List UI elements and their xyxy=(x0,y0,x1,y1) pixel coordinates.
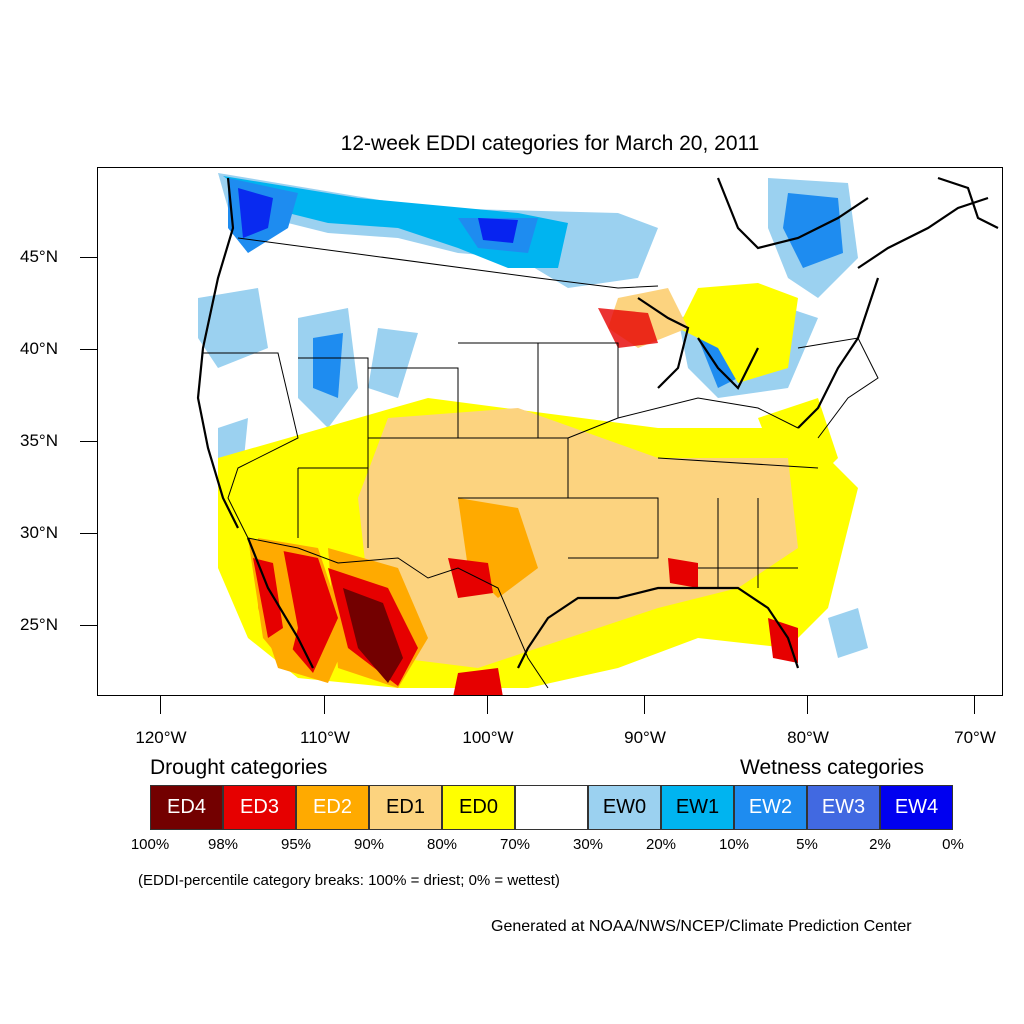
lon-tick xyxy=(324,696,325,714)
legend-box-ew3: EW3 xyxy=(807,785,880,830)
boundaries xyxy=(203,237,879,689)
percentile-label: 20% xyxy=(645,836,677,853)
lon-label-120: 120°W xyxy=(135,728,187,747)
coastlines xyxy=(196,176,999,669)
category-legend: ED4 ED3 ED2 ED1 ED0 EW0 EW1 EW2 EW3 EW4 xyxy=(150,785,953,830)
percentile-label: 95% xyxy=(280,836,312,853)
lon-label-110: 110°W xyxy=(300,728,350,747)
lon-tick xyxy=(160,696,161,714)
legend-box-ew4: EW4 xyxy=(880,785,953,830)
lat-tick xyxy=(80,533,97,534)
lat-tick xyxy=(80,441,97,442)
percentile-label: 2% xyxy=(869,836,891,853)
percentile-label: 10% xyxy=(718,836,750,853)
lon-tick xyxy=(974,696,975,714)
legend-box-ed4: ED4 xyxy=(150,785,223,830)
percentile-label: 0% xyxy=(942,836,964,853)
lon-label-70: 70°W xyxy=(954,728,996,747)
lon-label-80: 80°W xyxy=(787,728,829,747)
map-canvas xyxy=(196,173,999,695)
map-title: 12-week EDDI categories for March 20, 20… xyxy=(340,132,760,155)
lat-tick xyxy=(80,349,97,350)
legend-box-ed0: ED0 xyxy=(442,785,515,830)
percentile-label: 100% xyxy=(130,836,170,853)
category-note: (EDDI-percentile category breaks: 100% =… xyxy=(138,872,560,889)
drought-regions xyxy=(218,283,858,695)
lon-label-90: 90°W xyxy=(624,728,666,747)
lat-label-30: 30°N xyxy=(20,523,58,542)
legend-box-ew1: EW1 xyxy=(661,785,734,830)
lat-label-45: 45°N xyxy=(20,247,58,266)
eddi-map xyxy=(97,167,1003,696)
lat-label-25: 25°N xyxy=(20,615,58,634)
legend-box-ed3: ED3 xyxy=(223,785,296,830)
lat-label-40: 40°N xyxy=(20,339,58,358)
lat-tick xyxy=(80,257,97,258)
lon-tick xyxy=(487,696,488,714)
percentile-label: 90% xyxy=(353,836,385,853)
lon-tick xyxy=(644,696,645,714)
percentile-label: 80% xyxy=(426,836,458,853)
lon-label-100: 100°W xyxy=(462,728,514,747)
lon-tick xyxy=(807,696,808,714)
percentile-label: 70% xyxy=(499,836,531,853)
legend-box-ew2: EW2 xyxy=(734,785,807,830)
legend-box-ed2: ED2 xyxy=(296,785,369,830)
wetness-heading: Wetness categories xyxy=(740,756,925,779)
percentile-label: 30% xyxy=(572,836,604,853)
percentile-label: 98% xyxy=(207,836,239,853)
drought-heading: Drought categories xyxy=(150,756,328,779)
legend-box-ed1: ED1 xyxy=(369,785,442,830)
legend-box-normal xyxy=(515,785,588,830)
lat-label-35: 35°N xyxy=(20,431,58,450)
percentile-label: 5% xyxy=(796,836,818,853)
credit-line: Generated at NOAA/NWS/NCEP/Climate Predi… xyxy=(491,918,912,935)
lat-tick xyxy=(80,625,97,626)
legend-box-ew0: EW0 xyxy=(588,785,661,830)
